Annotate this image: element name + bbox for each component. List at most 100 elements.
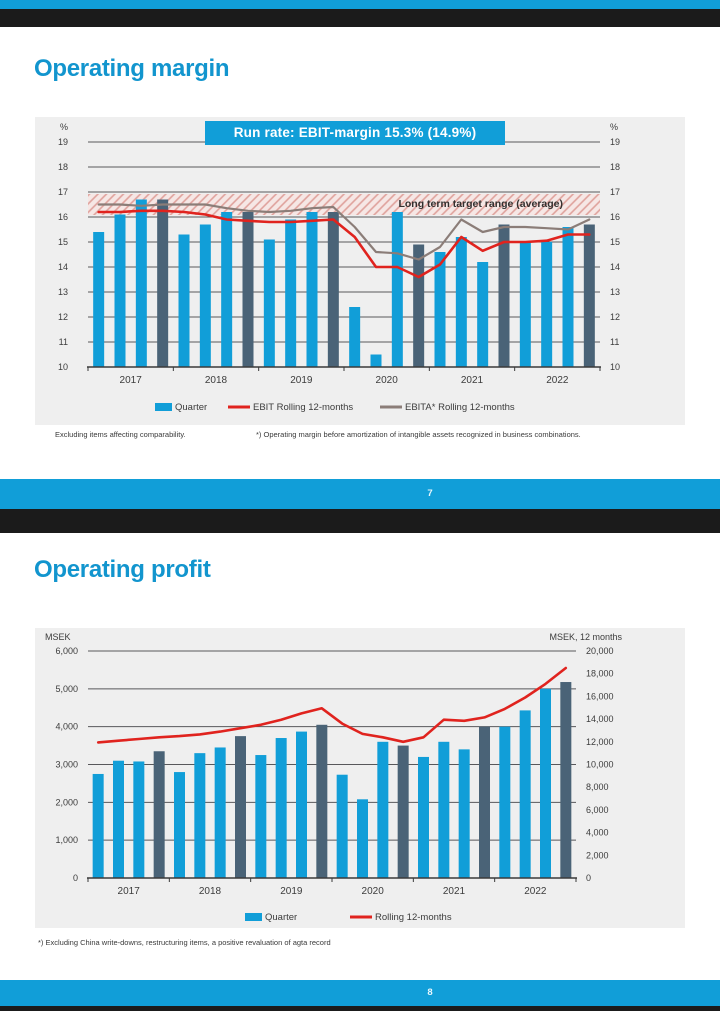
quarter-bar	[306, 212, 318, 367]
quarter-bar	[93, 232, 105, 367]
tick-label-right: 12	[610, 312, 620, 322]
target-band-label: Long term target range (average)	[398, 198, 563, 210]
legend-label-quarter: Quarter	[265, 912, 297, 923]
axis-unit-left: MSEK	[45, 632, 71, 642]
slide2-footnote: *) Excluding China write-downs, restruct…	[38, 938, 331, 947]
quarter-bar	[114, 214, 126, 367]
quarter-bar	[455, 237, 467, 367]
quarter-bar	[255, 755, 267, 878]
year-label: 2021	[443, 886, 466, 897]
year-label: 2018	[199, 886, 222, 897]
axis-unit-left: %	[60, 122, 68, 132]
quarter-bar	[221, 212, 233, 367]
tick-label-right: 20,000	[586, 646, 614, 656]
slide1-footer-bar: 7	[0, 479, 720, 509]
slide1-footnote-right: *) Operating margin before amortization …	[256, 430, 581, 439]
quarter-bar	[214, 747, 226, 878]
slide1-title: Operating margin	[34, 55, 230, 82]
slide2-footer-bar: 8	[0, 980, 720, 1006]
tick-label-left: 10	[58, 362, 68, 372]
tick-label-left: 13	[58, 287, 68, 297]
tick-label-right: 18	[610, 162, 620, 172]
gridlines	[88, 141, 600, 368]
quarter-bar	[499, 726, 511, 878]
quarter-bar	[194, 753, 206, 878]
quarter-bar	[153, 751, 165, 878]
legend-swatch-quarter	[155, 403, 172, 411]
tick-label-left: 14	[58, 262, 68, 272]
x-axis: 2017 2018 2019 2020 2021 2022	[87, 366, 601, 386]
quarter-bar	[263, 239, 275, 367]
quarter-bar	[479, 726, 490, 878]
tick-label-right: 6,000	[586, 805, 609, 815]
tick-label-right: 18,000	[586, 669, 614, 679]
tick-label-right: 2,000	[586, 850, 609, 860]
axis-unit-right: MSEK, 12 months	[549, 632, 622, 642]
quarter-bar	[560, 682, 572, 878]
quarter-bar	[397, 745, 409, 878]
slide2-page-number: 8	[427, 987, 433, 998]
quarter-bar	[133, 761, 145, 878]
legend-label-ebit: EBIT Rolling 12-months	[253, 402, 353, 413]
slide1-page-number: 7	[427, 488, 433, 499]
quarter-bar	[242, 212, 254, 367]
quarter-bar	[391, 212, 403, 367]
y-axis-labels: MSEK MSEK, 12 months 0 1,000 2,000 3,000 4,000…	[45, 632, 622, 883]
year-label: 2022	[524, 886, 547, 897]
legend-label-quarter: Quarter	[175, 402, 207, 413]
quarter-bar	[370, 354, 382, 367]
year-label: 2017	[120, 375, 143, 386]
tick-label-right: 19	[610, 137, 620, 147]
quarter-bar	[235, 736, 246, 878]
tick-label-right: 8,000	[586, 782, 609, 792]
quarter-bar	[377, 741, 389, 878]
tick-label-left: 3,000	[55, 760, 78, 770]
quarter-bar	[157, 199, 169, 367]
tick-label-left: 18	[58, 162, 68, 172]
quarter-bar	[285, 219, 297, 367]
divider-black-strip	[0, 509, 720, 533]
ebita-rolling-line	[97, 203, 591, 261]
tick-label-right: 16	[610, 212, 620, 222]
quarter-bar	[438, 741, 450, 878]
tick-label-right: 10,000	[586, 760, 614, 770]
tick-label-right: 17	[610, 187, 620, 197]
quarter-bar	[275, 738, 287, 878]
quarter-bar	[477, 262, 489, 367]
top-accent-strip	[0, 0, 720, 9]
tick-label-right: 15	[610, 237, 620, 247]
year-label: 2019	[290, 375, 313, 386]
quarter-bar	[296, 731, 307, 878]
tick-label-right: 14,000	[586, 714, 614, 724]
year-label: 2020	[376, 375, 399, 386]
tick-label-right: 13	[610, 287, 620, 297]
legend: Quarter EBIT Rolling 12-months EBITA* Roll…	[155, 402, 515, 413]
gridlines	[88, 650, 576, 841]
x-axis: 2017 2018 2019 2020 2021 2022	[87, 877, 577, 897]
quarter-bar	[113, 760, 124, 878]
slide2-title: Operating profit	[34, 556, 211, 583]
quarter-bar	[357, 799, 368, 878]
slide1-footnote-left: Excluding items affecting comparability.	[55, 430, 186, 439]
legend-swatch-quarter	[245, 913, 262, 921]
quarter-bar	[336, 774, 348, 878]
year-label: 2019	[280, 886, 303, 897]
quarter-bar	[519, 710, 531, 878]
year-label: 2022	[546, 375, 569, 386]
quarter-bar	[178, 234, 190, 367]
year-label: 2017	[118, 886, 141, 897]
tick-label-right: 16,000	[586, 691, 614, 701]
quarter-bar	[413, 244, 425, 367]
quarter-bar	[174, 772, 185, 878]
quarter-bar	[434, 252, 446, 367]
quarter-bar	[498, 224, 510, 367]
quarter-bars	[92, 682, 572, 878]
ebit-rolling-line	[97, 209, 591, 279]
tick-label-left: 6,000	[55, 646, 78, 656]
tick-label-right: 10	[610, 362, 620, 372]
quarter-bars	[93, 199, 595, 367]
tick-label-left: 11	[59, 337, 68, 347]
quarter-bar	[199, 224, 211, 367]
quarter-bar	[135, 199, 147, 367]
